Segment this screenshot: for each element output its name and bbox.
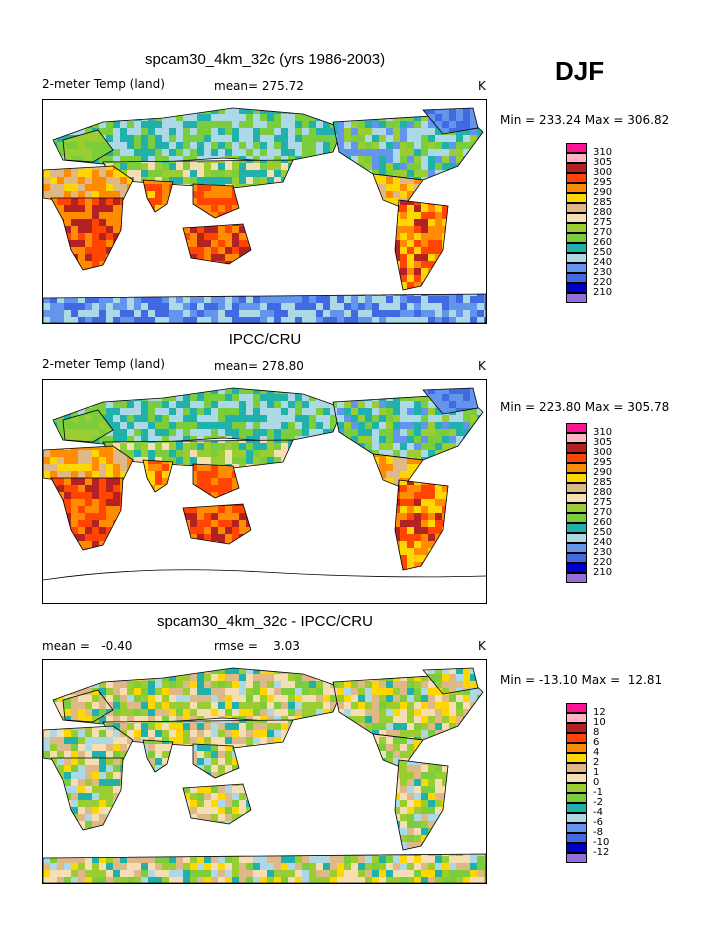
map-plot xyxy=(42,659,487,884)
season-label: DJF xyxy=(555,56,604,87)
legend-swatch xyxy=(566,783,587,793)
mean-label: mean= 275.72 xyxy=(214,79,304,93)
legend-swatch xyxy=(566,223,587,233)
legend-swatch xyxy=(566,233,587,243)
legend-swatch xyxy=(566,823,587,833)
panel-title: IPCC/CRU xyxy=(229,331,302,348)
legend-swatch xyxy=(566,743,587,753)
units-label: K xyxy=(478,79,486,93)
legend-swatch xyxy=(566,143,587,153)
legend-swatch xyxy=(566,553,587,563)
variable-label: 2-meter Temp (land) xyxy=(42,357,165,371)
legend-swatch xyxy=(566,263,587,273)
map-plot xyxy=(42,99,487,324)
legend-swatch xyxy=(566,803,587,813)
legend-swatch xyxy=(566,443,587,453)
difference-map xyxy=(43,660,486,883)
legend-swatch xyxy=(566,293,587,303)
temperature-map xyxy=(43,100,486,323)
legend-swatch xyxy=(566,433,587,443)
variable-label: 2-meter Temp (land) xyxy=(42,77,165,91)
min-max-label: Min = -13.10 Max = 12.81 xyxy=(500,673,662,687)
legend-swatch xyxy=(566,273,587,283)
units-label: K xyxy=(478,359,486,373)
legend-swatch xyxy=(566,423,587,433)
legend-label: 210 xyxy=(593,288,612,298)
legend-swatch xyxy=(566,843,587,853)
legend-swatch xyxy=(566,483,587,493)
panel-title: spcam30_4km_32c (yrs 1986-2003) xyxy=(145,51,385,68)
legend-swatch xyxy=(566,463,587,473)
legend-swatch xyxy=(566,513,587,523)
legend-swatch xyxy=(566,793,587,803)
legend-swatch xyxy=(566,173,587,183)
mean-label: mean = -0.40 xyxy=(42,639,132,653)
legend-swatch xyxy=(566,493,587,503)
legend-label: 210 xyxy=(593,568,612,578)
legend-swatch xyxy=(566,543,587,553)
legend-swatch xyxy=(566,833,587,843)
legend-swatch xyxy=(566,853,587,863)
legend-swatch xyxy=(566,193,587,203)
legend-swatch xyxy=(566,503,587,513)
legend-swatch xyxy=(566,533,587,543)
legend-swatch xyxy=(566,733,587,743)
legend-swatch xyxy=(566,713,587,723)
legend-swatch xyxy=(566,163,587,173)
legend-swatch xyxy=(566,213,587,223)
legend-swatch xyxy=(566,813,587,823)
legend-swatch xyxy=(566,773,587,783)
panel-title: spcam30_4km_32c - IPCC/CRU xyxy=(157,613,373,630)
legend-swatch xyxy=(566,283,587,293)
legend-swatch xyxy=(566,153,587,163)
mean-label: mean= 278.80 xyxy=(214,359,304,373)
antarctica-outline xyxy=(43,570,486,580)
legend-swatch xyxy=(566,763,587,773)
units-label: K xyxy=(478,639,486,653)
legend-swatch xyxy=(566,183,587,193)
legend-swatch xyxy=(566,523,587,533)
rmse-label: rmse = 3.03 xyxy=(214,639,300,653)
legend-swatch xyxy=(566,703,587,713)
legend-swatch xyxy=(566,473,587,483)
legend-swatch xyxy=(566,753,587,763)
legend-swatch xyxy=(566,723,587,733)
legend-label: -12 xyxy=(593,848,609,858)
legend-swatch xyxy=(566,203,587,213)
legend-swatch xyxy=(566,563,587,573)
legend-swatch xyxy=(566,243,587,253)
legend-swatch xyxy=(566,573,587,583)
map-plot xyxy=(42,379,487,604)
legend-swatch xyxy=(566,253,587,263)
min-max-label: Min = 223.80 Max = 305.78 xyxy=(500,400,669,414)
legend-swatch xyxy=(566,453,587,463)
min-max-label: Min = 233.24 Max = 306.82 xyxy=(500,113,669,127)
temperature-map xyxy=(43,380,486,603)
